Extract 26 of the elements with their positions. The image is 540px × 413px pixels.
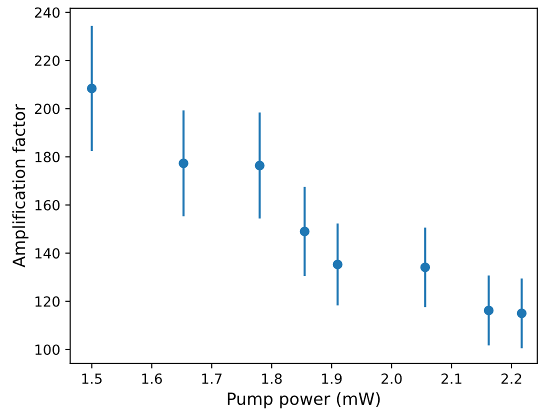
point [300, 226, 310, 236]
x-tick-label: 1.8 [262, 373, 282, 384]
y-tick-label: 140 [35, 248, 60, 259]
point [332, 260, 342, 270]
y-tick-label: 240 [34, 7, 60, 18]
y-tick-label: 100 [35, 344, 60, 355]
y-tick-label: 220 [34, 55, 60, 66]
x-axis-title: Pump power (mW) [228, 392, 380, 408]
y-tick-label: 160 [35, 200, 60, 210]
x-tick-label: 1.6 [142, 373, 162, 384]
point [484, 306, 494, 316]
x-tick-label: 1.9 [322, 373, 342, 384]
x-tick-label: 1.7 [202, 374, 222, 384]
y-tick-label: 120 [35, 296, 60, 307]
point [516, 308, 527, 318]
point [178, 158, 188, 168]
x-tick-label: 2.0 [382, 373, 402, 384]
point [254, 160, 265, 170]
x-tick-label: 2.1 [442, 373, 462, 384]
point [86, 84, 97, 94]
y-tick-label: 200 [34, 104, 60, 114]
x-tick-label: 2.2 [501, 373, 522, 384]
y-tick-label: 180 [35, 152, 60, 162]
y-axis-title: Amplification factor [12, 104, 28, 268]
x-tick-label: 1.5 [82, 374, 102, 384]
point [420, 262, 430, 272]
